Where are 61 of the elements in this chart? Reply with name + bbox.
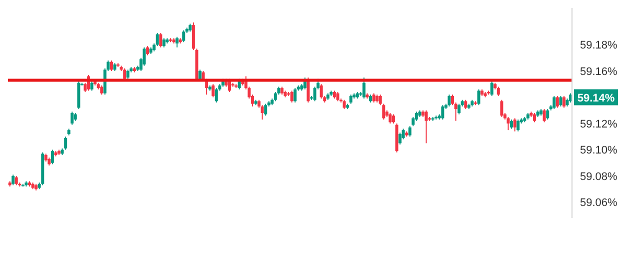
candlestick (408, 126, 412, 138)
y-tick-label: 59.18% (580, 40, 618, 52)
candlestick (306, 77, 310, 103)
candlestick (424, 110, 428, 144)
candlestick (477, 88, 480, 106)
y-tick-label: 59.06% (580, 197, 618, 210)
candlestick (290, 90, 294, 103)
candlestick (546, 108, 550, 120)
candlestick (448, 94, 451, 107)
candlestick (70, 111, 74, 126)
candlestick (162, 38, 166, 48)
candlestick (552, 95, 556, 110)
candlestick (294, 88, 297, 103)
candlestick (100, 84, 104, 96)
candlestick (159, 32, 162, 48)
candlestick (441, 104, 444, 120)
candlestick (464, 99, 468, 110)
candlestick (506, 116, 510, 131)
candlestick (562, 95, 566, 108)
candlestick (110, 60, 113, 72)
candlestick (542, 108, 546, 123)
candlestick (510, 119, 514, 130)
candlestick (320, 84, 323, 100)
candlestick (90, 81, 94, 92)
candlestick (50, 149, 54, 165)
candlestick (14, 176, 18, 186)
candlestick (126, 69, 130, 80)
y-tick-label: 59.08% (580, 170, 618, 183)
candlestick (392, 114, 395, 124)
y-tick-label: 59.16% (580, 66, 618, 78)
candlestick (458, 103, 461, 115)
candlestick (556, 95, 559, 108)
candlestick (212, 84, 215, 98)
candlestick (182, 30, 186, 43)
y-tick-label: 59.10% (580, 144, 618, 157)
candlestick (378, 94, 382, 106)
candlestick (214, 88, 218, 103)
candlestick (349, 94, 352, 104)
y-tick-label: 59.12% (580, 118, 618, 130)
candlestick (490, 80, 494, 96)
candlestick (382, 103, 386, 120)
candlestick (12, 174, 15, 186)
candlestick (532, 112, 536, 123)
candlestick (398, 132, 402, 145)
candlestick (342, 99, 346, 110)
candlestick (362, 77, 366, 100)
price-tag: 59.14% (574, 89, 618, 106)
candlestick (516, 119, 520, 132)
candlestick (192, 22, 195, 50)
candlestick (559, 95, 562, 107)
candlestick (513, 118, 516, 132)
candlestick (336, 92, 340, 102)
candlestick (146, 46, 150, 56)
candlestick (176, 36, 179, 48)
candlestick (388, 112, 392, 124)
annotation: 59.14% (577, 92, 615, 104)
candlestick (372, 92, 376, 103)
candlestick (500, 99, 504, 118)
candlestick (264, 103, 268, 116)
candlestick (64, 136, 68, 150)
candlestick (496, 86, 500, 96)
